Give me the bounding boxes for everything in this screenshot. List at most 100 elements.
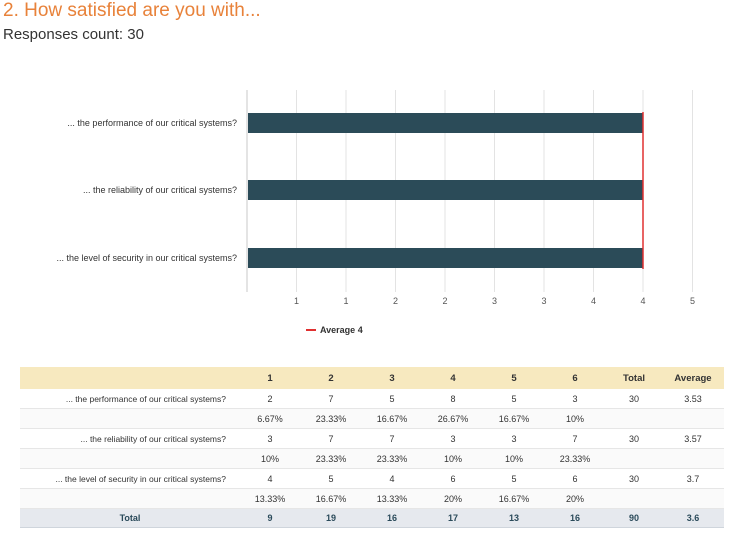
empty-cell <box>20 488 240 509</box>
empty-cell <box>606 488 662 509</box>
x-tick-label: 2 <box>393 296 398 306</box>
table-row: ... the performance of our critical syst… <box>20 389 724 409</box>
empty-cell <box>662 408 724 429</box>
count-cell: 5 <box>300 468 362 489</box>
count-cell: 3 <box>240 428 300 449</box>
empty-cell <box>20 408 240 429</box>
pct-cell: 10% <box>422 448 484 469</box>
count-cell: 7 <box>362 428 422 449</box>
pct-cell: 23.33% <box>300 408 362 429</box>
empty-cell <box>662 488 724 509</box>
bar <box>248 248 643 268</box>
total-value: 90 <box>606 508 662 528</box>
pct-cell: 23.33% <box>300 448 362 469</box>
category-label: ... the reliability of our critical syst… <box>83 185 237 195</box>
total-value: 16 <box>544 508 606 528</box>
x-tick-label: 1 <box>343 296 348 306</box>
header-cell: 3 <box>362 367 422 389</box>
empty-cell <box>606 408 662 429</box>
count-cell: 3 <box>544 389 606 409</box>
average-cell: 3.7 <box>662 468 724 489</box>
count-cell: 8 <box>422 389 484 409</box>
legend-label: Average 4 <box>320 325 363 335</box>
count-cell: 2 <box>240 389 300 409</box>
table-row: ... the reliability of our critical syst… <box>20 428 724 449</box>
empty-cell <box>606 448 662 469</box>
category-label: ... the performance of our critical syst… <box>67 118 237 128</box>
pct-cell: 20% <box>544 488 606 509</box>
count-cell: 3 <box>422 428 484 449</box>
header-cell: 6 <box>544 367 606 389</box>
count-cell: 6 <box>544 468 606 489</box>
pct-cell: 13.33% <box>240 488 300 509</box>
count-cell: 3 <box>484 428 544 449</box>
count-cell: 4 <box>362 468 422 489</box>
pct-cell: 13.33% <box>362 488 422 509</box>
total-value: 16 <box>362 508 422 528</box>
total-label: Total <box>20 508 240 528</box>
average-cell: 3.53 <box>662 389 724 409</box>
pct-cell: 10% <box>544 408 606 429</box>
table-header-row: 1 2 3 4 5 6 Total Average <box>20 367 724 389</box>
row-label: ... the level of security in our critica… <box>20 468 240 489</box>
header-cell: 1 <box>240 367 300 389</box>
x-tick-label: 4 <box>640 296 645 306</box>
x-tick-label: 1 <box>294 296 299 306</box>
pct-cell: 16.67% <box>484 488 544 509</box>
pct-cell: 10% <box>484 448 544 469</box>
header-cell <box>20 367 240 389</box>
table-total-row: Total 9 19 16 17 13 16 90 3.6 <box>20 508 724 528</box>
total-value: 9 <box>240 508 300 528</box>
x-tick-label: 3 <box>541 296 546 306</box>
total-value: 19 <box>300 508 362 528</box>
header-cell: Total <box>606 367 662 389</box>
responses-count: Responses count: 30 <box>3 26 144 43</box>
count-cell: 5 <box>484 468 544 489</box>
x-tick-label: 3 <box>492 296 497 306</box>
count-cell: 7 <box>300 389 362 409</box>
count-cell: 7 <box>300 428 362 449</box>
x-tick-label: 2 <box>442 296 447 306</box>
count-cell: 5 <box>362 389 422 409</box>
row-label: ... the performance of our critical syst… <box>20 389 240 409</box>
pct-cell: 10% <box>240 448 300 469</box>
total-value: 13 <box>484 508 544 528</box>
header-cell: 4 <box>422 367 484 389</box>
header-cell: Average <box>662 367 724 389</box>
pct-cell: 16.67% <box>362 408 422 429</box>
pct-cell: 20% <box>422 488 484 509</box>
total-cell: 30 <box>606 468 662 489</box>
pct-cell: 6.67% <box>240 408 300 429</box>
empty-cell <box>20 448 240 469</box>
total-value: 17 <box>422 508 484 528</box>
x-tick-label: 5 <box>690 296 695 306</box>
table-pct-row: 13.33% 16.67% 13.33% 20% 16.67% 20% <box>20 488 724 509</box>
table-pct-row: 10% 23.33% 23.33% 10% 10% 23.33% <box>20 448 724 469</box>
pct-cell: 26.67% <box>422 408 484 429</box>
total-value: 3.6 <box>662 508 724 528</box>
empty-cell <box>662 448 724 469</box>
count-cell: 7 <box>544 428 606 449</box>
pct-cell: 23.33% <box>544 448 606 469</box>
table-pct-row: 6.67% 23.33% 16.67% 26.67% 16.67% 10% <box>20 408 724 429</box>
table-row: ... the level of security in our critica… <box>20 468 724 489</box>
pct-cell: 23.33% <box>362 448 422 469</box>
header-cell: 5 <box>484 367 544 389</box>
category-label: ... the level of security in our critica… <box>56 253 237 263</box>
bar <box>248 180 643 200</box>
total-cell: 30 <box>606 389 662 409</box>
pct-cell: 16.67% <box>484 408 544 429</box>
satisfaction-bar-chart: ... the performance of our critical syst… <box>56 90 695 335</box>
count-cell: 4 <box>240 468 300 489</box>
question-title: 2. How satisfied are you with... <box>3 0 261 21</box>
count-cell: 5 <box>484 389 544 409</box>
bar <box>248 113 643 133</box>
count-cell: 6 <box>422 468 484 489</box>
total-cell: 30 <box>606 428 662 449</box>
row-label: ... the reliability of our critical syst… <box>20 428 240 449</box>
responses-table: 1 2 3 4 5 6 Total Average ... the perfor… <box>20 367 724 528</box>
header-cell: 2 <box>300 367 362 389</box>
average-cell: 3.57 <box>662 428 724 449</box>
pct-cell: 16.67% <box>300 488 362 509</box>
x-tick-label: 4 <box>591 296 596 306</box>
